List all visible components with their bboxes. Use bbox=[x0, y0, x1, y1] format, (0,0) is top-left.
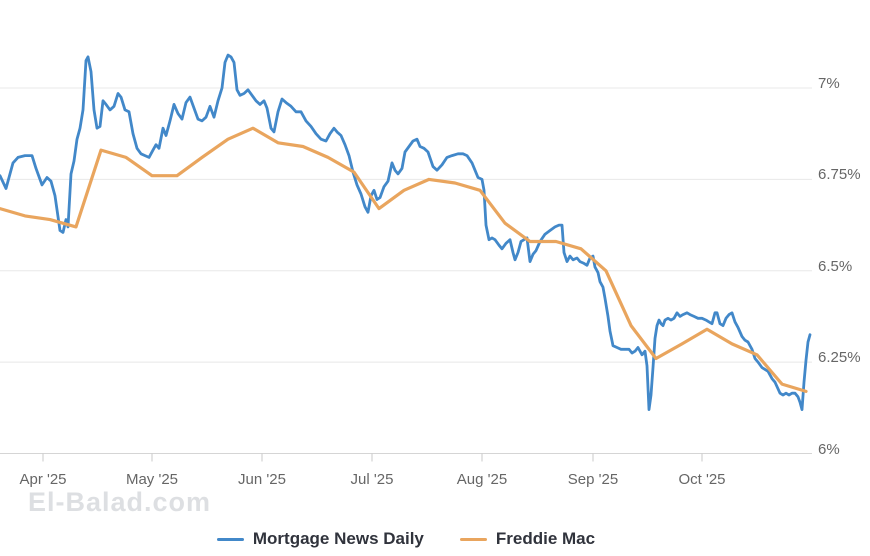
series-line-0[interactable] bbox=[0, 53, 812, 412]
legend-item-0[interactable]: Mortgage News Daily bbox=[216, 529, 424, 549]
y-axis-label-6%: 6% bbox=[818, 440, 840, 458]
legend-item-1[interactable]: Freddie Mac bbox=[459, 529, 596, 549]
x-axis-label-Jul-25: Jul '25 bbox=[350, 471, 394, 488]
legend: Mortgage News Daily Freddie Mac bbox=[0, 526, 812, 552]
x-axis-label-Sep-25: Sep '25 bbox=[567, 471, 619, 488]
legend-line-icon bbox=[216, 537, 244, 541]
y-axis-label-6.75%: 6.75% bbox=[818, 166, 861, 184]
x-axis-label-May-25: May '25 bbox=[125, 471, 179, 488]
x-axis-label-Oct-25: Oct '25 bbox=[678, 471, 726, 488]
x-axis-label-Apr-25: Apr '25 bbox=[19, 471, 67, 488]
y-axis-label-7%: 7% bbox=[818, 75, 840, 92]
legend-label: Mortgage News Daily bbox=[252, 529, 424, 548]
watermark: El-Balad.com bbox=[28, 487, 212, 517]
legend-line-icon bbox=[459, 537, 487, 541]
x-axis-label-Aug-25: Aug '25 bbox=[456, 471, 508, 488]
x-axis-label-Jun-25: Jun '25 bbox=[238, 471, 286, 488]
y-axis-label-6.5%: 6.5% bbox=[818, 257, 853, 275]
series-line-1[interactable] bbox=[0, 126, 808, 393]
y-axis-label-6.25%: 6.25% bbox=[818, 349, 861, 367]
legend-label: Freddie Mac bbox=[495, 529, 596, 548]
